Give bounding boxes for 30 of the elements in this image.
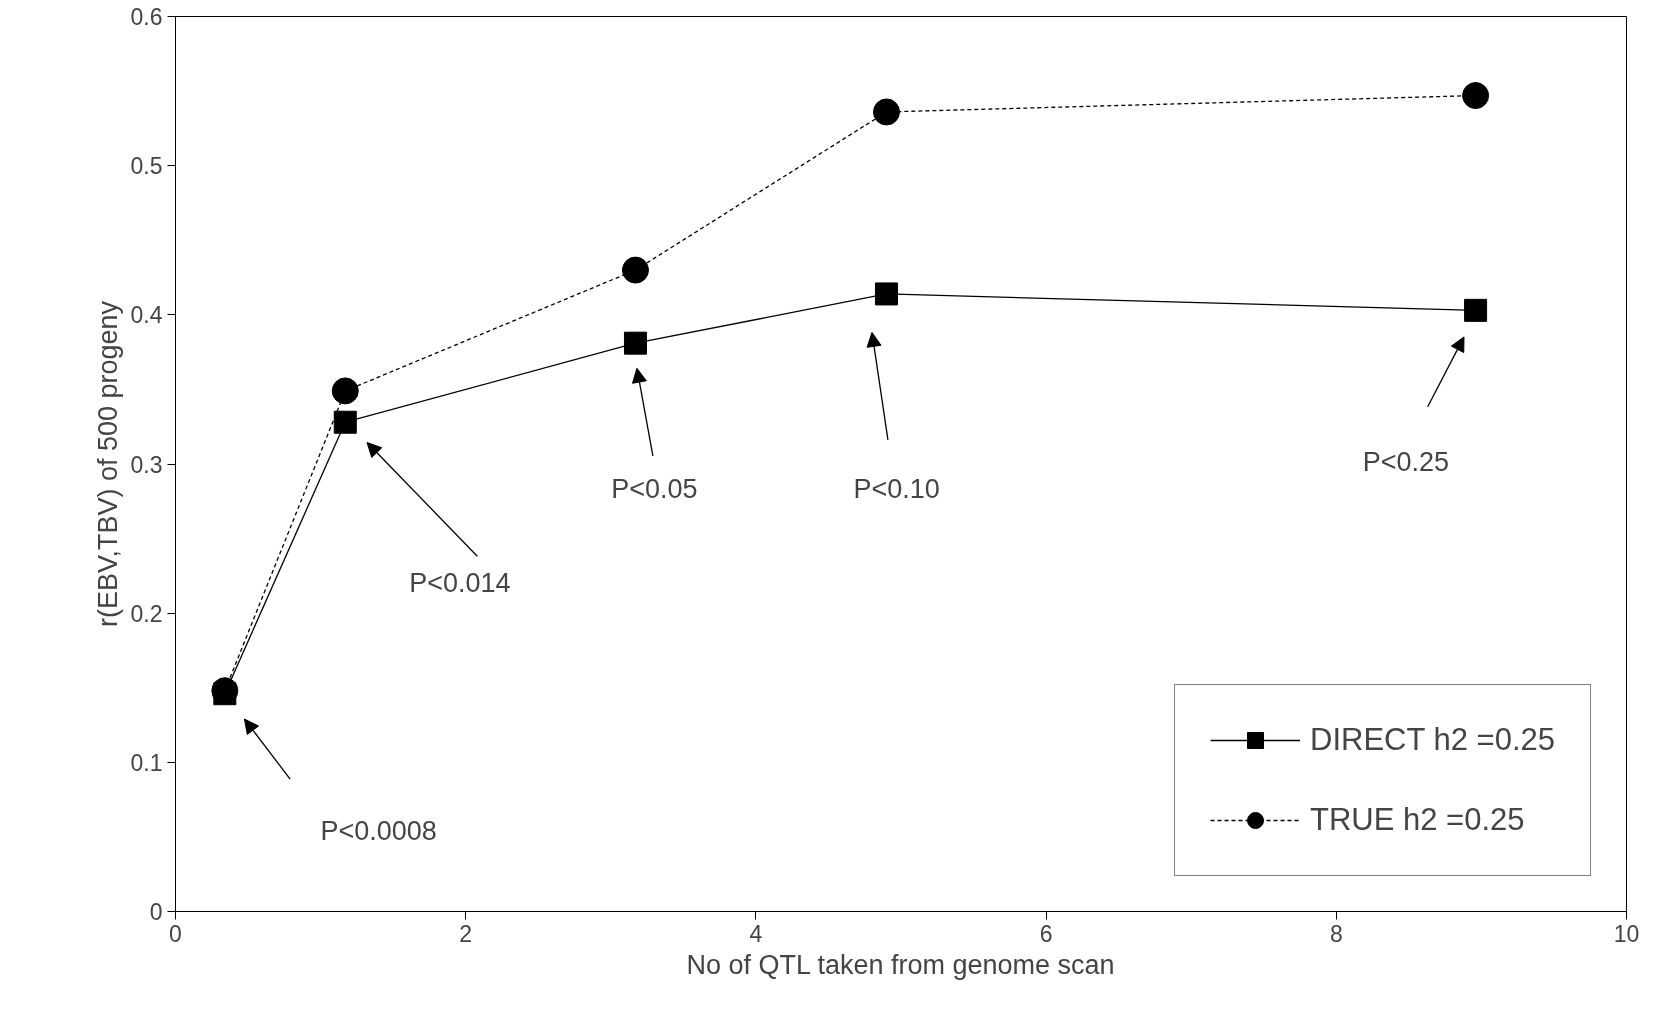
x-axis-title: No of QTL taken from genome scan xyxy=(686,949,1115,980)
point xyxy=(1462,82,1490,110)
y-tick-label: 0.2 xyxy=(130,600,163,627)
point xyxy=(874,282,898,306)
y-tick-label: 0.3 xyxy=(130,451,163,478)
point xyxy=(1464,298,1488,322)
annotation: P<0.10 xyxy=(853,474,940,505)
y-tick-label: 0.6 xyxy=(130,4,163,30)
legend-label: DIRECT h2 =0.25 xyxy=(1310,722,1555,758)
legend-label: TRUE h2 =0.25 xyxy=(1310,802,1525,838)
y-tick-label: 0.5 xyxy=(130,153,163,180)
annotation: P<0.05 xyxy=(611,474,698,505)
y-axis-title: r(EBV,TBV) of 500 progeny xyxy=(92,300,123,628)
y-tick-label: 0.4 xyxy=(130,302,163,329)
point xyxy=(621,256,649,284)
y-tick-label: 0.1 xyxy=(130,749,163,776)
point xyxy=(333,410,357,434)
x-tick-label: 0 xyxy=(169,920,182,947)
point xyxy=(331,377,359,405)
x-tick-label: 4 xyxy=(749,920,763,947)
x-tick-label: 6 xyxy=(1039,920,1053,947)
x-tick-label: 8 xyxy=(1329,920,1343,947)
annotation: P<0.014 xyxy=(409,568,511,599)
y-tick-label: 0 xyxy=(149,899,163,925)
x-tick-label: 10 xyxy=(1613,920,1640,947)
x-tick-label: 2 xyxy=(459,920,473,947)
point xyxy=(623,331,647,355)
annotation: P<0.0008 xyxy=(320,815,437,846)
annotation: P<0.25 xyxy=(1362,447,1450,478)
point xyxy=(872,98,900,126)
